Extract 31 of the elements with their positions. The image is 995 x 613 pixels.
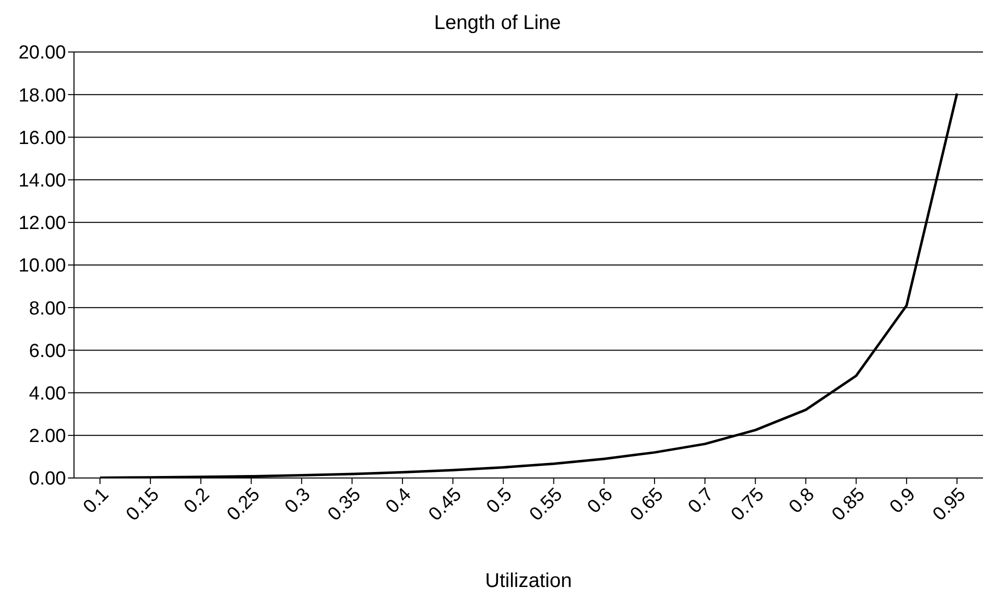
y-tick-label: 18.00 xyxy=(18,85,66,106)
x-tick-label: 0.3 xyxy=(281,484,315,518)
y-tick-label: 4.00 xyxy=(29,384,66,405)
y-tick-label: 0.00 xyxy=(29,468,66,490)
y-tick-label: 20.00 xyxy=(18,42,66,64)
x-tick-label: 0.5 xyxy=(482,484,516,518)
chart-title: Length of Line xyxy=(433,12,562,35)
x-axis-title: Utilization xyxy=(484,570,573,593)
x-tick-label: 0.25 xyxy=(223,484,264,526)
x-tick-label: 0.1 xyxy=(80,484,114,518)
y-tick-label: 12.00 xyxy=(18,213,66,234)
x-tick-label: 0.85 xyxy=(828,484,870,526)
x-tick-label: 0.55 xyxy=(526,484,567,526)
y-tick-label: 16.00 xyxy=(18,128,66,149)
x-tick-label: 0.8 xyxy=(785,484,819,518)
x-tick-label: 0.9 xyxy=(886,484,920,518)
x-tick-label: 0.35 xyxy=(324,484,366,526)
y-tick-label: 10.00 xyxy=(18,256,66,277)
x-tick-label: 0.75 xyxy=(727,484,768,526)
x-tick-label: 0.6 xyxy=(584,484,618,518)
x-tick-label: 0.65 xyxy=(626,484,668,526)
y-tick-label: 6.00 xyxy=(29,340,66,362)
x-tick-label: 0.4 xyxy=(382,484,416,518)
y-tick-label: 8.00 xyxy=(29,298,66,320)
y-tick-label: 2.00 xyxy=(29,426,66,448)
x-tick-label: 0.2 xyxy=(180,484,214,518)
x-tick-label: 0.45 xyxy=(424,484,466,526)
x-tick-label: 0.15 xyxy=(122,484,164,526)
x-tick-label: 0.7 xyxy=(684,484,718,518)
y-tick-label: 14.00 xyxy=(18,170,66,192)
x-tick-label: 0.95 xyxy=(929,484,970,526)
